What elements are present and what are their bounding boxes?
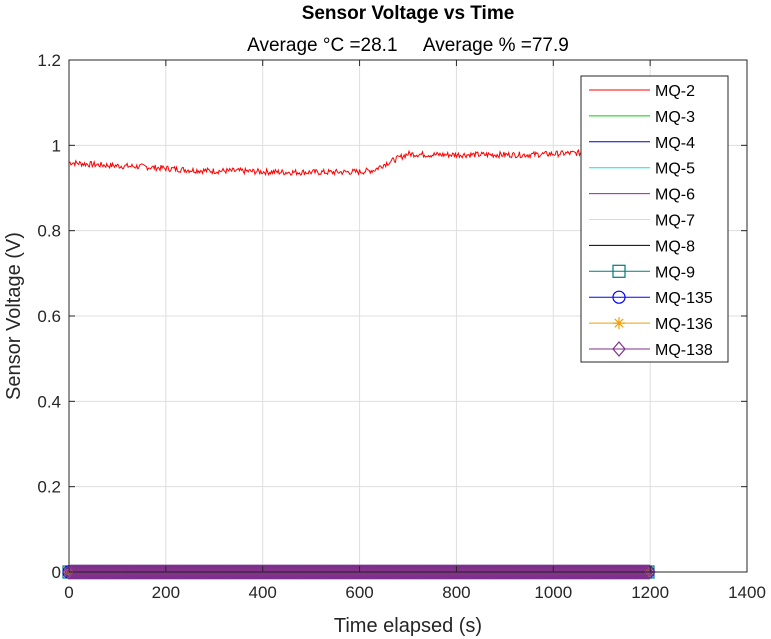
legend-entry-mq-9: MQ-9: [589, 264, 695, 281]
legend: MQ-2 MQ-3 MQ-4 MQ-5 MQ-6 MQ-7 MQ-8 MQ-9 MQ-135 MQ…: [580, 75, 729, 363]
legend-entry-mq-4: MQ-4: [589, 135, 695, 152]
legend-entry-mq-6: MQ-6: [589, 187, 695, 204]
x-tick-label: 800: [442, 583, 470, 602]
legend-label: MQ-2: [655, 83, 695, 100]
legend-label: MQ-136: [655, 316, 713, 333]
series-mq-2: [68, 148, 651, 177]
y-tick-label: 0: [52, 563, 61, 582]
legend-label: MQ-5: [655, 161, 695, 178]
chart-subtitle: Average °C =28.1 Average % =77.9: [247, 35, 569, 56]
x-tick-label: 1400: [728, 583, 766, 602]
legend-entry-mq-3: MQ-3: [589, 109, 695, 126]
chart-title: Sensor Voltage vs Time: [302, 3, 515, 24]
x-axis-label: Time elapsed (s): [334, 615, 482, 637]
y-tick-label: 0.6: [37, 307, 61, 326]
x-tick-label: 400: [249, 583, 277, 602]
series-mq-138: [62, 564, 656, 580]
series-markers: [62, 564, 656, 580]
y-tick-label: 1.2: [37, 51, 61, 70]
y-tick-label: 0.4: [37, 392, 61, 411]
legend-entry-mq-135: MQ-135: [589, 290, 713, 307]
legend-label: MQ-6: [655, 187, 695, 204]
x-tick-label: 0: [64, 583, 73, 602]
legend-entry-mq-7: MQ-7: [589, 213, 695, 230]
legend-entry-mq-8: MQ-8: [589, 238, 695, 255]
legend-label: MQ-135: [655, 290, 713, 307]
legend-entry-mq-2: MQ-2: [589, 83, 695, 100]
x-tick-label: 1000: [534, 583, 572, 602]
x-tick-label: 1200: [631, 583, 669, 602]
legend-label: MQ-7: [655, 213, 695, 230]
legend-label: MQ-138: [655, 342, 713, 359]
legend-label: MQ-4: [655, 135, 695, 152]
y-tick-label: 0.2: [37, 478, 61, 497]
legend-entry-mq-138: MQ-138: [589, 341, 713, 359]
y-tick-label: 0.8: [37, 222, 61, 241]
legend-label: MQ-8: [655, 238, 695, 255]
legend-label: MQ-9: [655, 264, 695, 281]
x-tick-label: 600: [345, 583, 373, 602]
y-tick-label: 1: [52, 136, 61, 155]
legend-label: MQ-3: [655, 109, 695, 126]
x-tick-label: 200: [152, 583, 180, 602]
legend-entry-mq-5: MQ-5: [589, 161, 695, 178]
series-line: [68, 148, 651, 177]
tick-labels: 0 200 400 600 800 1000 1200 1400 0 0.2 0.4 0.6 0.8 1 1…: [37, 51, 766, 602]
y-axis-label: Sensor Voltage (V): [3, 232, 25, 400]
legend-entry-mq-136: MQ-136: [589, 316, 713, 333]
